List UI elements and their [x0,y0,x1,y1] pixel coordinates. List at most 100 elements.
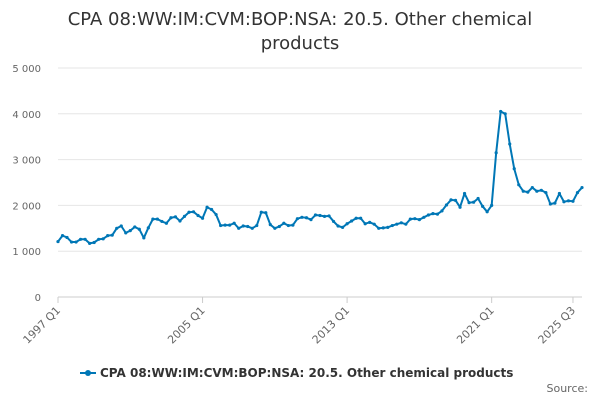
data-point[interactable] [295,217,300,221]
data-point[interactable] [539,188,543,192]
data-point[interactable] [200,216,205,220]
data-point[interactable] [300,215,304,219]
data-point[interactable] [214,212,218,217]
data-point[interactable] [137,227,141,231]
data-point[interactable] [115,226,119,230]
data-point[interactable] [304,216,309,220]
data-point[interactable] [363,222,367,226]
data-point[interactable] [142,236,146,240]
data-point[interactable] [336,224,340,228]
data-point[interactable] [291,223,295,227]
data-point[interactable] [264,211,268,215]
data-point[interactable] [350,219,354,223]
data-point[interactable] [83,237,87,241]
data-point[interactable] [282,221,286,225]
data-point[interactable] [340,225,345,229]
data-point[interactable] [494,151,498,155]
data-point[interactable] [354,216,358,220]
data-point[interactable] [255,223,259,228]
data-point[interactable] [164,221,169,225]
data-point[interactable] [273,226,277,230]
data-point[interactable] [309,218,313,222]
data-point[interactable] [426,213,431,217]
data-point[interactable] [219,223,223,228]
data-point[interactable] [146,226,150,230]
data-point[interactable] [431,212,435,216]
data-point[interactable] [508,142,512,146]
data-point[interactable] [101,237,105,241]
data-point[interactable] [106,234,110,238]
data-point[interactable] [173,215,178,219]
data-point[interactable] [345,222,349,226]
data-point[interactable] [476,196,480,201]
data-point[interactable] [557,191,562,196]
data-point[interactable] [92,240,96,245]
data-point[interactable] [417,218,421,222]
data-point[interactable] [250,226,254,230]
data-point[interactable] [151,217,155,221]
data-point[interactable] [119,224,123,228]
data-point[interactable] [331,219,336,224]
data-point[interactable] [562,200,566,204]
data-point[interactable] [178,219,182,223]
legend[interactable]: CPA 08:WW:IM:CVM:BOP:NSA: 20.5. Other ch… [80,366,513,380]
data-point[interactable] [133,225,137,229]
data-point[interactable] [318,213,322,218]
data-point[interactable] [467,201,471,205]
data-point[interactable] [517,183,521,187]
data-point[interactable] [237,226,241,230]
data-point[interactable] [571,199,575,203]
data-point[interactable] [322,214,327,218]
data-point[interactable] [449,198,453,202]
data-point[interactable] [205,205,209,209]
data-point[interactable] [530,185,534,190]
data-point[interactable] [182,214,187,218]
data-point[interactable] [485,210,489,214]
data-point[interactable] [124,231,128,235]
data-point[interactable] [372,222,376,226]
data-point[interactable] [228,223,232,227]
data-point[interactable] [74,240,78,244]
data-point[interactable] [241,224,245,228]
data-point[interactable] [88,241,92,246]
data-point[interactable] [187,210,191,214]
data-point[interactable] [359,216,363,220]
data-point[interactable] [169,216,173,220]
data-point[interactable] [471,200,476,204]
legend-label[interactable]: CPA 08:WW:IM:CVM:BOP:NSA: 20.5. Other ch… [100,366,513,380]
data-point[interactable] [128,228,132,233]
data-point[interactable] [155,217,159,221]
data-point[interactable] [548,202,552,206]
data-point[interactable] [223,223,227,227]
data-point[interactable] [444,203,449,207]
data-point[interactable] [368,220,372,224]
data-point[interactable] [390,223,394,228]
data-point[interactable] [575,190,580,195]
data-point[interactable] [60,234,65,238]
data-point[interactable] [110,233,114,237]
data-point[interactable] [399,221,403,225]
data-point[interactable] [481,204,485,208]
data-point[interactable] [69,240,74,244]
data-point[interactable] [56,239,60,244]
data-point[interactable] [277,224,281,229]
data-point[interactable] [521,189,525,193]
data-point[interactable] [313,213,318,217]
data-point[interactable] [209,207,214,212]
data-point[interactable] [458,205,462,209]
data-point[interactable] [286,223,290,228]
data-point[interactable] [499,109,503,114]
data-point[interactable] [526,190,530,194]
data-point[interactable] [232,221,236,225]
data-point[interactable] [490,203,494,207]
data-point[interactable] [65,235,69,240]
data-point[interactable] [191,210,196,214]
data-point[interactable] [512,167,516,171]
data-point[interactable] [462,191,467,196]
data-point[interactable] [440,209,444,213]
data-point[interactable] [535,189,539,193]
data-point[interactable] [97,237,101,241]
data-point[interactable] [408,217,412,221]
data-point[interactable] [404,222,408,226]
data-point[interactable] [268,223,272,227]
